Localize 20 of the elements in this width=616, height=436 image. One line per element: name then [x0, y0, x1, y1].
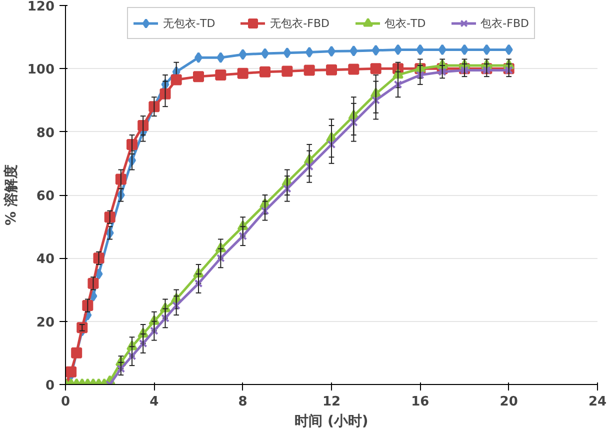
x-axis-title: 时间 (小时)	[294, 414, 368, 430]
legend-label: 包衣-FBD	[480, 16, 529, 30]
x-tick-label: 12	[322, 394, 341, 410]
y-tick-label: 80	[36, 126, 55, 141]
y-tick-label: 0	[45, 378, 54, 394]
legend-label: 无包衣-FBD	[270, 16, 330, 30]
legend-label: 包衣-TD	[384, 16, 426, 30]
y-tick-label: 60	[36, 189, 55, 204]
y-tick-label: 20	[36, 315, 55, 330]
x-tick-label: 20	[500, 394, 518, 410]
y-tick-label: 40	[36, 252, 55, 268]
x-tick-label: 8	[238, 394, 248, 410]
y-tick-label: 120	[27, 0, 55, 14]
x-tick-label: 0	[60, 394, 70, 410]
y-axis-title: % 溶解度	[2, 164, 20, 226]
x-tick-label: 24	[588, 394, 607, 410]
y-tick-label: 100	[27, 62, 55, 78]
legend-label: 无包衣-TD	[163, 16, 216, 30]
x-tick-label: 4	[150, 394, 159, 410]
x-tick-label: 16	[411, 394, 430, 410]
